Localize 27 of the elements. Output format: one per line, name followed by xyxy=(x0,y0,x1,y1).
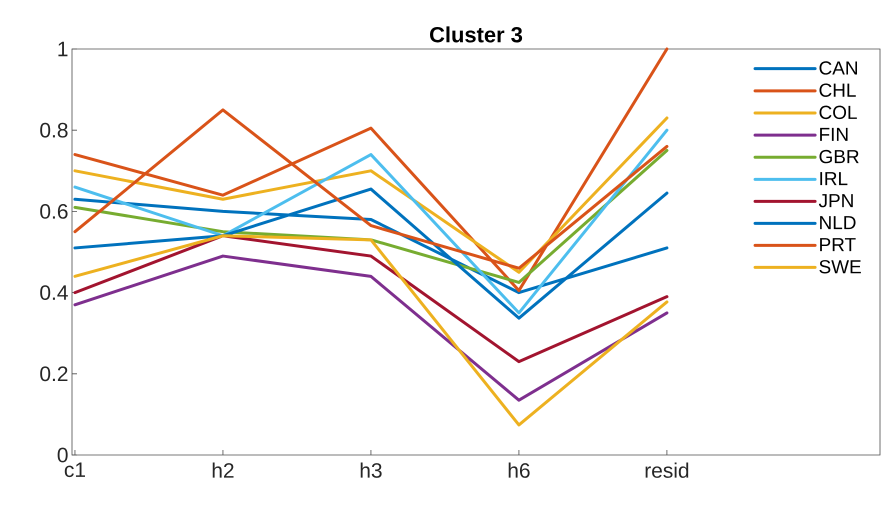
line-series xyxy=(73,47,668,292)
y-tick-label: 0.6 xyxy=(40,204,68,219)
chart-title: Cluster 3 xyxy=(430,26,522,43)
legend-label: JPN xyxy=(818,194,853,208)
x-tick-label: c1 xyxy=(64,462,85,478)
y-tick-label: 0.8 xyxy=(40,122,68,138)
line-series xyxy=(73,234,668,426)
line-series xyxy=(73,128,668,314)
x-tick-label: resid xyxy=(646,462,688,478)
legend-label: NLD xyxy=(820,216,856,230)
y-tick-label: 1 xyxy=(58,42,68,56)
y-tick-label: 0 xyxy=(58,448,68,462)
y-tick-label: 0.2 xyxy=(40,366,68,382)
legend-label: GBR xyxy=(820,150,859,164)
y-tick-label: 0.4 xyxy=(40,285,68,300)
legend-label: CHL xyxy=(820,83,856,97)
line-series xyxy=(73,254,668,402)
legend-label: FIN xyxy=(820,128,848,141)
legend-label: CAN xyxy=(820,61,857,75)
line-series xyxy=(73,188,668,320)
x-tick-label: h6 xyxy=(508,462,530,478)
legend-label: COL xyxy=(820,106,857,120)
legend-label: IRL xyxy=(820,172,848,186)
legend-label: SWE xyxy=(819,260,861,274)
x-tick-label: h3 xyxy=(360,462,382,478)
legend-label: PRT xyxy=(820,238,856,252)
x-tick-label: h2 xyxy=(212,462,234,478)
